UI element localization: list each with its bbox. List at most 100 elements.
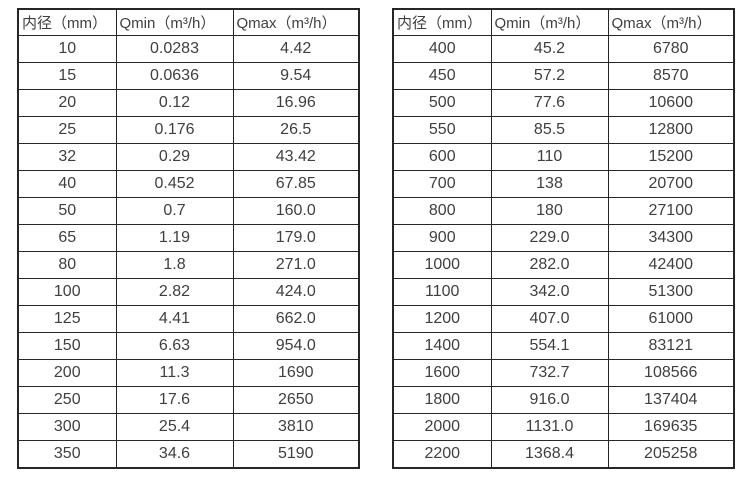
table-row: 1100 342.0 51300 [392, 278, 735, 306]
table-row: 700 138 20700 [392, 170, 735, 198]
column-header-qmax: Qmax（m³/h） [232, 8, 360, 36]
qmax-cell: 169635 [607, 413, 735, 441]
qmax-cell: 34300 [607, 224, 735, 252]
qmin-cell: 554.1 [490, 332, 609, 360]
column-header-diameter: 内径（mm） [392, 8, 492, 36]
table-row: 450 57.2 8570 [392, 62, 735, 90]
qmin-cell: 34.6 [115, 440, 234, 469]
table-row: 32 0.29 43.42 [17, 143, 360, 171]
flow-range-table-right: 内径（mm） Qmin（m³/h） Qmax（m³/h） 400 45.2 6780 450… [392, 8, 735, 469]
diameter-cell: 250 [17, 386, 117, 414]
qmin-cell: 342.0 [490, 278, 609, 306]
qmax-cell: 67.85 [232, 170, 360, 198]
qmax-cell: 51300 [607, 278, 735, 306]
qmax-cell: 20700 [607, 170, 735, 198]
diameter-cell: 300 [17, 413, 117, 441]
diameter-cell: 200 [17, 359, 117, 387]
qmin-cell: 407.0 [490, 305, 609, 333]
diameter-cell: 50 [17, 197, 117, 225]
table-row: 65 1.19 179.0 [17, 224, 360, 252]
table-row: 1200 407.0 61000 [392, 305, 735, 333]
qmin-cell: 0.0636 [115, 62, 234, 90]
qmax-cell: 15200 [607, 143, 735, 171]
qmin-cell: 180 [490, 197, 609, 225]
qmin-cell: 0.12 [115, 89, 234, 117]
qmin-cell: 45.2 [490, 35, 609, 63]
qmin-cell: 0.29 [115, 143, 234, 171]
qmin-cell: 229.0 [490, 224, 609, 252]
qmax-cell: 83121 [607, 332, 735, 360]
diameter-cell: 125 [17, 305, 117, 333]
qmin-cell: 85.5 [490, 116, 609, 144]
qmin-cell: 0.0283 [115, 35, 234, 63]
diameter-cell: 600 [392, 143, 492, 171]
table-row: 50 0.7 160.0 [17, 197, 360, 225]
qmin-cell: 57.2 [490, 62, 609, 90]
diameter-cell: 500 [392, 89, 492, 117]
qmax-cell: 4.42 [232, 35, 360, 63]
qmin-cell: 11.3 [115, 359, 234, 387]
qmin-cell: 2.82 [115, 278, 234, 306]
column-header-diameter: 内径（mm） [17, 8, 117, 36]
qmin-cell: 17.6 [115, 386, 234, 414]
qmin-cell: 0.7 [115, 197, 234, 225]
table-row: 150 6.63 954.0 [17, 332, 360, 360]
diameter-cell: 2000 [392, 413, 492, 441]
qmax-cell: 6780 [607, 35, 735, 63]
diameter-cell: 400 [392, 35, 492, 63]
table-row: 100 2.82 424.0 [17, 278, 360, 306]
qmax-cell: 26.5 [232, 116, 360, 144]
diameter-cell: 550 [392, 116, 492, 144]
qmax-cell: 424.0 [232, 278, 360, 306]
qmax-cell: 271.0 [232, 251, 360, 279]
qmax-cell: 9.54 [232, 62, 360, 90]
qmax-cell: 12800 [607, 116, 735, 144]
diameter-cell: 1800 [392, 386, 492, 414]
qmin-cell: 1368.4 [490, 440, 609, 469]
table-row: 1600 732.7 108566 [392, 359, 735, 387]
diameter-cell: 10 [17, 35, 117, 63]
qmin-cell: 77.6 [490, 89, 609, 117]
qmin-cell: 282.0 [490, 251, 609, 279]
diameter-cell: 100 [17, 278, 117, 306]
qmin-cell: 732.7 [490, 359, 609, 387]
qmin-cell: 1131.0 [490, 413, 609, 441]
table-row: 1000 282.0 42400 [392, 251, 735, 279]
table-row: 1800 916.0 137404 [392, 386, 735, 414]
qmax-cell: 27100 [607, 197, 735, 225]
table-row: 600 110 15200 [392, 143, 735, 171]
table-row: 250 17.6 2650 [17, 386, 360, 414]
diameter-cell: 32 [17, 143, 117, 171]
diameter-cell: 1600 [392, 359, 492, 387]
qmax-cell: 43.42 [232, 143, 360, 171]
qmin-cell: 25.4 [115, 413, 234, 441]
table-row: 2200 1368.4 205258 [392, 440, 735, 469]
header-row: 内径（mm） Qmin（m³/h） Qmax（m³/h） [17, 8, 360, 36]
table-row: 20 0.12 16.96 [17, 89, 360, 117]
table-row: 500 77.6 10600 [392, 89, 735, 117]
table-row: 800 180 27100 [392, 197, 735, 225]
column-header-qmin: Qmin（m³/h） [115, 8, 234, 36]
table-row: 400 45.2 6780 [392, 35, 735, 63]
diameter-cell: 1100 [392, 278, 492, 306]
diameter-cell: 20 [17, 89, 117, 117]
diameter-cell: 40 [17, 170, 117, 198]
qmin-cell: 1.19 [115, 224, 234, 252]
qmax-cell: 42400 [607, 251, 735, 279]
qmax-cell: 205258 [607, 440, 735, 469]
qmax-cell: 5190 [232, 440, 360, 469]
diameter-cell: 350 [17, 440, 117, 469]
diameter-cell: 150 [17, 332, 117, 360]
qmax-cell: 1690 [232, 359, 360, 387]
diameter-cell: 15 [17, 62, 117, 90]
qmax-cell: 137404 [607, 386, 735, 414]
table-row: 40 0.452 67.85 [17, 170, 360, 198]
qmax-cell: 662.0 [232, 305, 360, 333]
diameter-cell: 2200 [392, 440, 492, 469]
diameter-cell: 1400 [392, 332, 492, 360]
diameter-cell: 800 [392, 197, 492, 225]
diameter-cell: 25 [17, 116, 117, 144]
column-header-qmax: Qmax（m³/h） [607, 8, 735, 36]
qmax-cell: 8570 [607, 62, 735, 90]
